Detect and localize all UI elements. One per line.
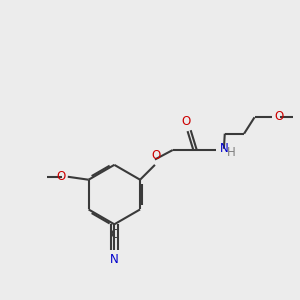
Text: O: O bbox=[56, 170, 65, 183]
Text: H: H bbox=[226, 146, 235, 159]
Text: N: N bbox=[220, 142, 229, 155]
Text: O: O bbox=[151, 149, 160, 162]
Text: C: C bbox=[110, 228, 118, 241]
Text: O: O bbox=[275, 110, 284, 123]
Text: N: N bbox=[110, 253, 119, 266]
Text: O: O bbox=[181, 115, 190, 128]
